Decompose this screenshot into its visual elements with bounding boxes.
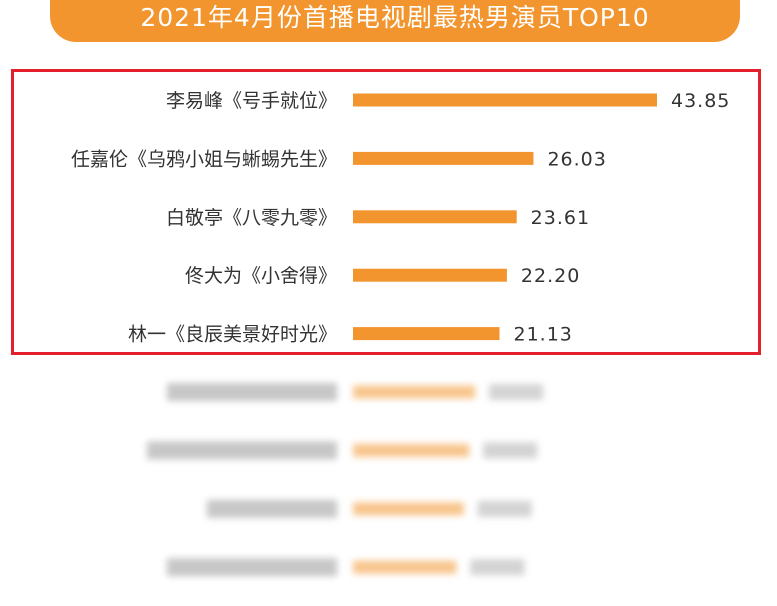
bar [353,151,534,165]
bar [353,560,457,574]
bar-row [167,383,544,401]
bar-row: 李易峰《号手就位》 43.85 [166,90,730,112]
chart-title: 2021年4月份首播电视剧最热男演员TOP10 [140,3,650,32]
bar-row: 林一《良辰美景好时光》 21.13 [128,324,572,346]
bar [353,93,657,107]
bar-row: 白敬亭《八零九零》 23.61 [166,207,590,229]
value-label: 43.85 [671,90,730,112]
blurred-value [489,384,544,400]
category-label: 林一《良辰美景好时光》 [128,324,337,346]
bar-row: 任嘉伦《乌鸦小姐与蜥蜴先生》 26.03 [71,148,606,170]
bar [353,327,500,341]
category-label: 佟大为《小舍得》 [185,265,337,287]
blurred-label [167,383,337,401]
blurred-label [147,441,337,460]
blurred-label [167,558,337,577]
value-label: 21.13 [513,324,572,346]
bar-row [167,558,525,577]
blurred-value [483,442,538,459]
value-label: 26.03 [547,148,606,170]
bar [353,502,464,516]
category-label: 白敬亭《八零九零》 [166,207,337,229]
bar [353,443,470,457]
bar [353,268,507,282]
blurred-label [207,499,337,518]
bar [353,385,476,399]
value-label: 22.20 [521,265,580,287]
bar-row [207,499,532,518]
highlight-box [11,69,761,355]
category-label: 任嘉伦《乌鸦小姐与蜥蜴先生》 [71,148,337,170]
blurred-value [470,559,525,576]
value-label: 23.61 [531,207,590,229]
bar-row: 佟大为《小舍得》 22.20 [185,265,580,287]
title-banner: 2021年4月份首播电视剧最热男演员TOP10 [50,0,740,42]
blurred-value [477,500,532,517]
bar-row [147,441,538,460]
category-label: 李易峰《号手就位》 [166,90,337,112]
bar [353,210,517,224]
